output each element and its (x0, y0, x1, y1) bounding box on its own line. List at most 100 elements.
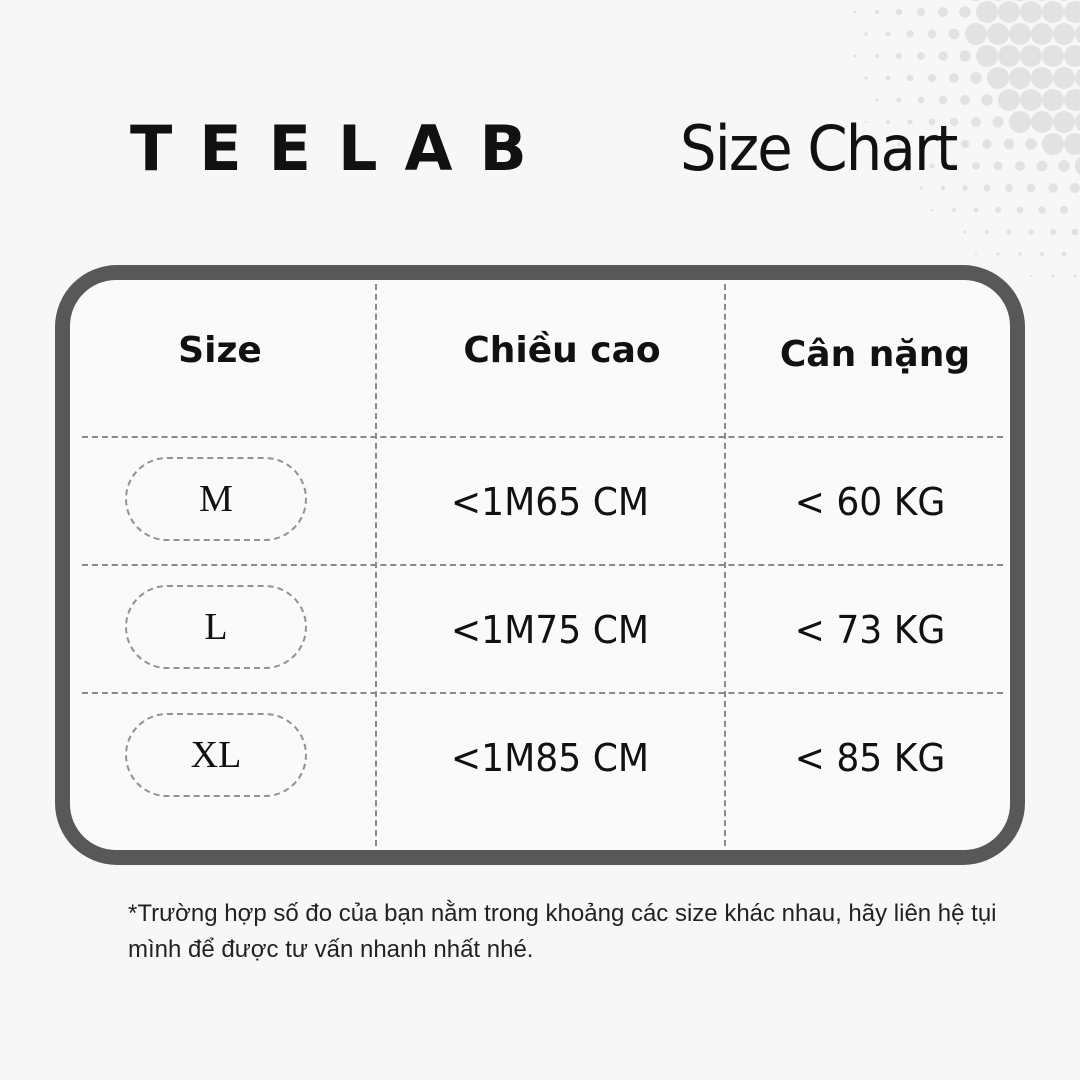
halftone-dot (874, 9, 880, 15)
halftone-dot (897, 142, 901, 146)
halftone-dot (981, 94, 993, 106)
halftone-dot (1053, 23, 1075, 45)
halftone-dot (1059, 0, 1069, 1)
halftone-dot (1058, 160, 1070, 172)
halftone-dot (987, 67, 1009, 89)
halftone-dot (1031, 23, 1053, 45)
height-cell: <1M85 CM (450, 736, 650, 780)
halftone-dot (853, 54, 857, 58)
halftone-dot (1059, 205, 1069, 215)
halftone-dot (1025, 138, 1037, 150)
halftone-dot (875, 98, 879, 102)
halftone-dot (1064, 133, 1080, 155)
weight-cell: < 85 KG (794, 736, 946, 780)
halftone-dot (853, 10, 857, 14)
halftone-dot (948, 28, 960, 40)
halftone-dot (1042, 45, 1064, 67)
halftone-dot (1064, 89, 1080, 111)
halftone-dot (960, 139, 970, 149)
halftone-dot (1015, 161, 1025, 171)
halftone-dot (1069, 182, 1080, 194)
halftone-dot (952, 208, 956, 212)
halftone-dot (963, 230, 967, 234)
halftone-dot (1031, 67, 1053, 89)
height-cell: <1M75 CM (450, 608, 650, 652)
halftone-dot (1053, 111, 1075, 133)
halftone-dot (996, 252, 1000, 256)
halftone-dot (998, 1, 1020, 23)
row-divider (82, 436, 1003, 438)
halftone-dot (983, 184, 991, 192)
footnote: *Trường hợp số đo của bạn nằm trong khoả… (128, 900, 997, 963)
halftone-dot (993, 0, 1003, 1)
halftone-dot (1051, 274, 1055, 278)
halftone-dot (1015, 0, 1025, 1)
halftone-dot (895, 52, 903, 60)
halftone-dot (962, 185, 968, 191)
halftone-dot (928, 118, 936, 126)
halftone-dot (1028, 229, 1034, 235)
halftone-dot (971, 117, 981, 127)
halftone-dot (927, 29, 937, 39)
halftone-dot (998, 45, 1020, 67)
halftone-dot (985, 230, 989, 234)
halftone-dot (929, 163, 935, 169)
halftone-dot (917, 96, 925, 104)
halftone-dot (976, 1, 998, 23)
halftone-dot (1020, 1, 1042, 23)
halftone-dot (1009, 111, 1031, 133)
halftone-dot (987, 23, 1009, 45)
halftone-dot (1026, 183, 1036, 193)
size-pill-m: M (125, 457, 307, 541)
halftone-dot (1020, 89, 1042, 111)
halftone-dot (864, 32, 868, 36)
halftone-dot (927, 73, 937, 83)
halftone-dots-decoration (853, 0, 1080, 278)
halftone-dot (970, 72, 982, 84)
halftone-dot (864, 120, 868, 124)
halftone-dot (1075, 112, 1080, 132)
halftone-dot (974, 252, 978, 256)
halftone-dot (1073, 274, 1077, 278)
halftone-dot (938, 51, 948, 61)
halftone-dot (973, 207, 979, 213)
halftone-dot (918, 141, 924, 147)
halftone-dot (1037, 0, 1047, 1)
halftone-dot (940, 185, 946, 191)
halftone-dot (895, 8, 903, 16)
halftone-dot (972, 162, 980, 170)
halftone-dot (885, 75, 891, 81)
halftone-dot (1029, 274, 1033, 278)
halftone-dot (1020, 45, 1042, 67)
halftone-dot (959, 50, 971, 62)
halftone-dot (1061, 251, 1067, 257)
header-size: Size (178, 330, 262, 371)
halftone-dot (976, 45, 998, 67)
halftone-dot (1048, 183, 1058, 193)
halftone-dot (1075, 24, 1080, 44)
halftone-dot (1049, 228, 1057, 236)
halftone-dot (1036, 160, 1048, 172)
halftone-dot (1018, 252, 1022, 256)
halftone-dot (906, 30, 914, 38)
halftone-dot (1042, 1, 1064, 23)
halftone-dot (1064, 45, 1080, 67)
halftone-dot (864, 76, 868, 80)
weight-cell: < 73 KG (794, 608, 946, 652)
halftone-dot (1042, 133, 1064, 155)
weight-cell: < 60 KG (794, 480, 946, 524)
halftone-dot (885, 31, 891, 37)
halftone-dot (959, 6, 971, 18)
halftone-dot (1003, 138, 1015, 150)
halftone-dot (908, 164, 912, 168)
halftone-dot (949, 117, 959, 127)
height-cell: <1M65 CM (450, 480, 650, 524)
halftone-dot (874, 53, 880, 59)
halftone-dot (965, 23, 987, 45)
halftone-dot (992, 116, 1004, 128)
halftone-dot (907, 119, 913, 125)
halftone-dot (1075, 156, 1080, 176)
halftone-dot (1053, 67, 1075, 89)
header-height: Chiều cao (463, 330, 661, 371)
halftone-dot (1005, 184, 1013, 192)
